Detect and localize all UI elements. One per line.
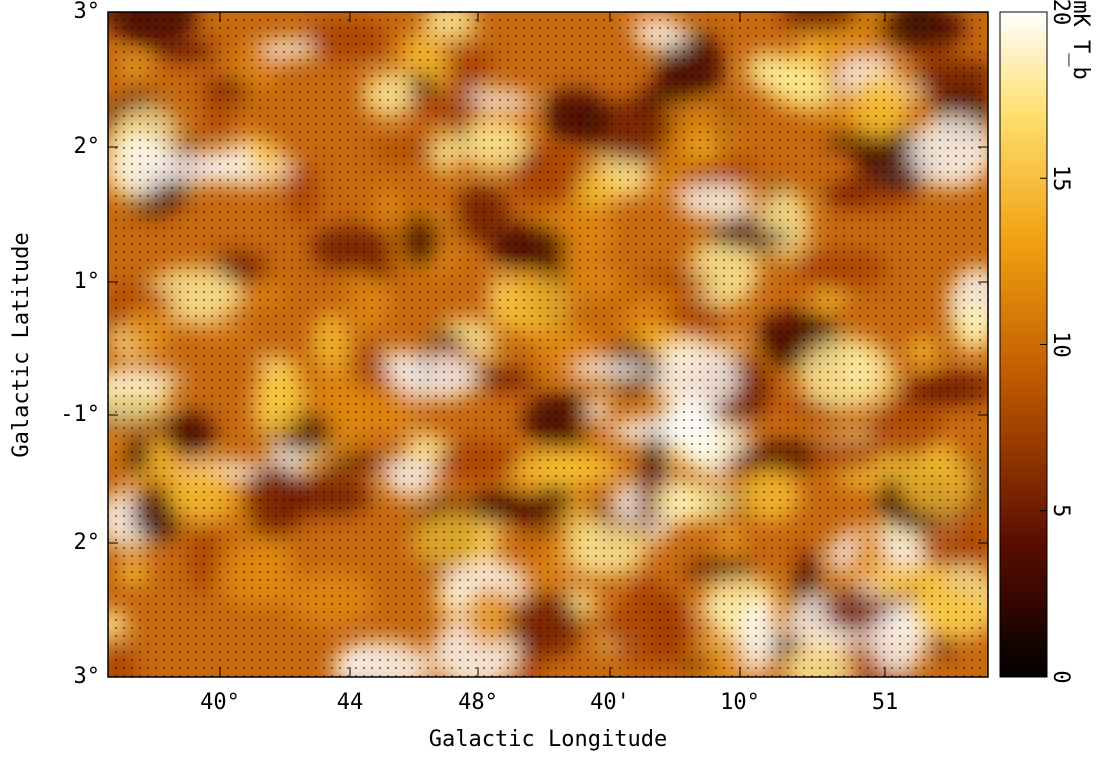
plot-frame [107, 11, 989, 678]
y-tick-label: 2° [74, 134, 101, 159]
colorbar [999, 11, 1048, 678]
x-axis-label: Galactic Longitude [429, 727, 667, 752]
y-axis-label: Galactic Latitude [9, 232, 34, 457]
colorbar-tick-label: 20 [1048, 0, 1073, 25]
x-tick-label: 51 [872, 690, 899, 715]
colorbar-tick-label: 5 [1048, 504, 1073, 517]
x-tick-label: 48° [458, 690, 498, 715]
x-tick-label: 40' [590, 690, 630, 715]
x-tick-label: 10° [720, 690, 760, 715]
colorbar-tick-label: 0 [1048, 670, 1073, 683]
colorbar-tick-label: 10 [1048, 331, 1073, 358]
y-tick-label: -1° [60, 402, 100, 427]
y-tick-label: 3° [74, 664, 101, 689]
y-tick-label: 2° [74, 530, 101, 555]
x-tick-label: 44 [337, 690, 364, 715]
x-tick-label: 40° [200, 690, 240, 715]
colorbar-label: mK T_b [1068, 0, 1093, 79]
y-tick-label: 1° [74, 269, 101, 294]
dot-overlay [108, 12, 988, 677]
colorbar-tick-label: 15 [1048, 165, 1073, 192]
y-tick-label: 3° [74, 0, 101, 24]
